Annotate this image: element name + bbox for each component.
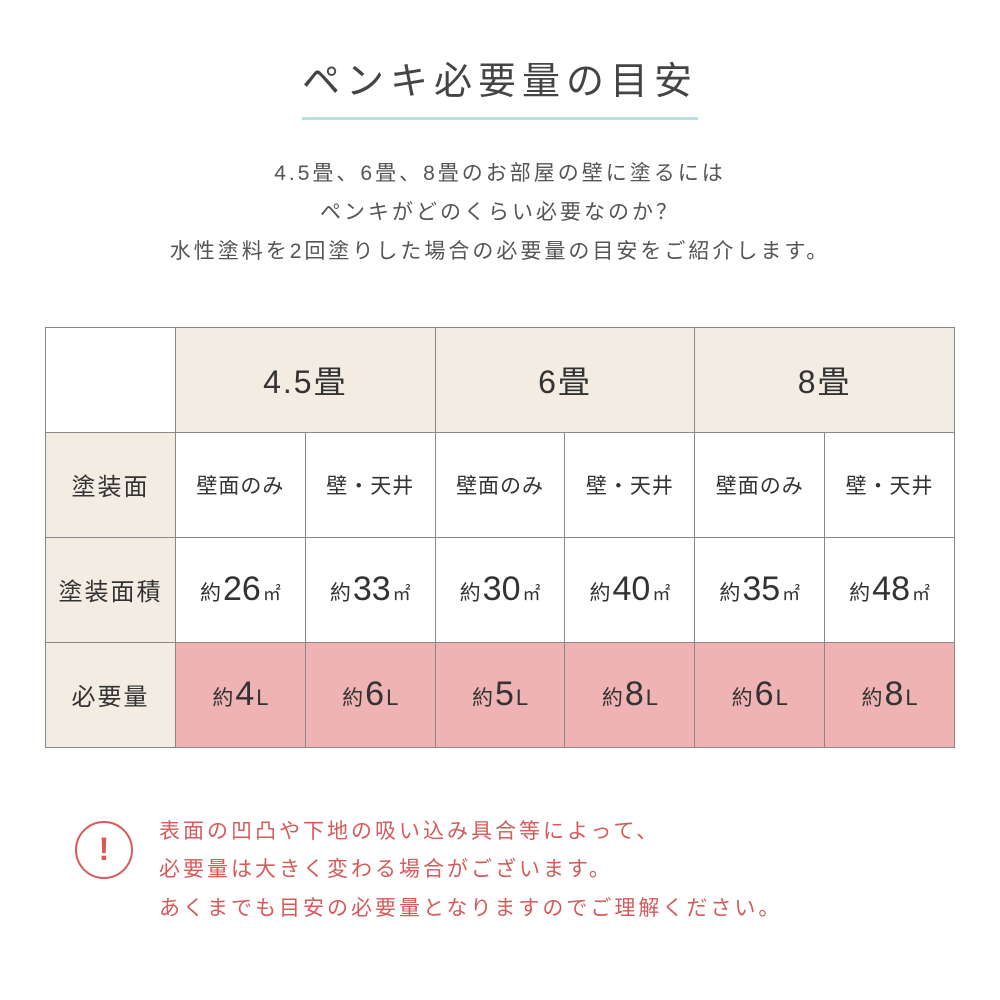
amount-row: 必要量 約4L 約6L 約5L 約8L 約6L 約8L bbox=[46, 642, 955, 747]
surface-cell: 壁・天井 bbox=[565, 432, 695, 537]
warning-icon: ! bbox=[75, 821, 133, 879]
surface-cell: 壁面のみ bbox=[695, 432, 825, 537]
area-cell: 約35㎡ bbox=[695, 537, 825, 642]
page-title: ペンキ必要量の目安 bbox=[302, 50, 698, 120]
surface-cell: 壁面のみ bbox=[176, 432, 306, 537]
amount-cell: 約6L bbox=[695, 642, 825, 747]
area-cell: 約30㎡ bbox=[435, 537, 565, 642]
header-blank bbox=[46, 327, 176, 432]
amount-cell: 約8L bbox=[565, 642, 695, 747]
surface-row: 塗装面 壁面のみ 壁・天井 壁面のみ 壁・天井 壁面のみ 壁・天井 bbox=[46, 432, 955, 537]
disclaimer: ! 表面の凹凸や下地の吸い込み具合等によって、 必要量は大きく変わる場合がござい… bbox=[45, 813, 955, 930]
note-line-1: 表面の凹凸や下地の吸い込み具合等によって、 bbox=[159, 820, 660, 843]
area-row: 塗装面積 約26㎡ 約33㎡ 約30㎡ 約40㎡ 約35㎡ 約48㎡ bbox=[46, 537, 955, 642]
area-label: 塗装面積 bbox=[46, 537, 176, 642]
header-col-1: 4.5畳 bbox=[176, 327, 436, 432]
surface-cell: 壁・天井 bbox=[825, 432, 955, 537]
disclaimer-text: 表面の凹凸や下地の吸い込み具合等によって、 必要量は大きく変わる場合がございます… bbox=[159, 813, 782, 930]
area-cell: 約33㎡ bbox=[305, 537, 435, 642]
header-col-2: 6畳 bbox=[435, 327, 695, 432]
intro-text: 4.5畳、6畳、8畳のお部屋の壁に塗るには ペンキがどのくらい必要なのか？ 水性… bbox=[45, 155, 955, 272]
amount-cell: 約8L bbox=[825, 642, 955, 747]
amount-cell: 約4L bbox=[176, 642, 306, 747]
amount-cell: 約5L bbox=[435, 642, 565, 747]
surface-cell: 壁面のみ bbox=[435, 432, 565, 537]
surface-cell: 壁・天井 bbox=[305, 432, 435, 537]
area-cell: 約48㎡ bbox=[825, 537, 955, 642]
table-header-row: 4.5畳 6畳 8畳 bbox=[46, 327, 955, 432]
area-cell: 約26㎡ bbox=[176, 537, 306, 642]
amount-label: 必要量 bbox=[46, 642, 176, 747]
intro-line-2: ペンキがどのくらい必要なのか？ bbox=[320, 201, 680, 224]
note-line-2: 必要量は大きく変わる場合がございます。 bbox=[159, 858, 613, 881]
intro-line-3: 水性塗料を2回塗りした場合の必要量の目安をご紹介します。 bbox=[170, 240, 831, 263]
header-col-3: 8畳 bbox=[695, 327, 955, 432]
note-line-3: あくまでも目安の必要量となりますのでご理解ください。 bbox=[159, 897, 782, 920]
surface-label: 塗装面 bbox=[46, 432, 176, 537]
intro-line-1: 4.5畳、6畳、8畳のお部屋の壁に塗るには bbox=[274, 162, 726, 185]
area-cell: 約40㎡ bbox=[565, 537, 695, 642]
paint-amount-table: 4.5畳 6畳 8畳 塗装面 壁面のみ 壁・天井 壁面のみ 壁・天井 壁面のみ … bbox=[45, 327, 955, 748]
amount-cell: 約6L bbox=[305, 642, 435, 747]
